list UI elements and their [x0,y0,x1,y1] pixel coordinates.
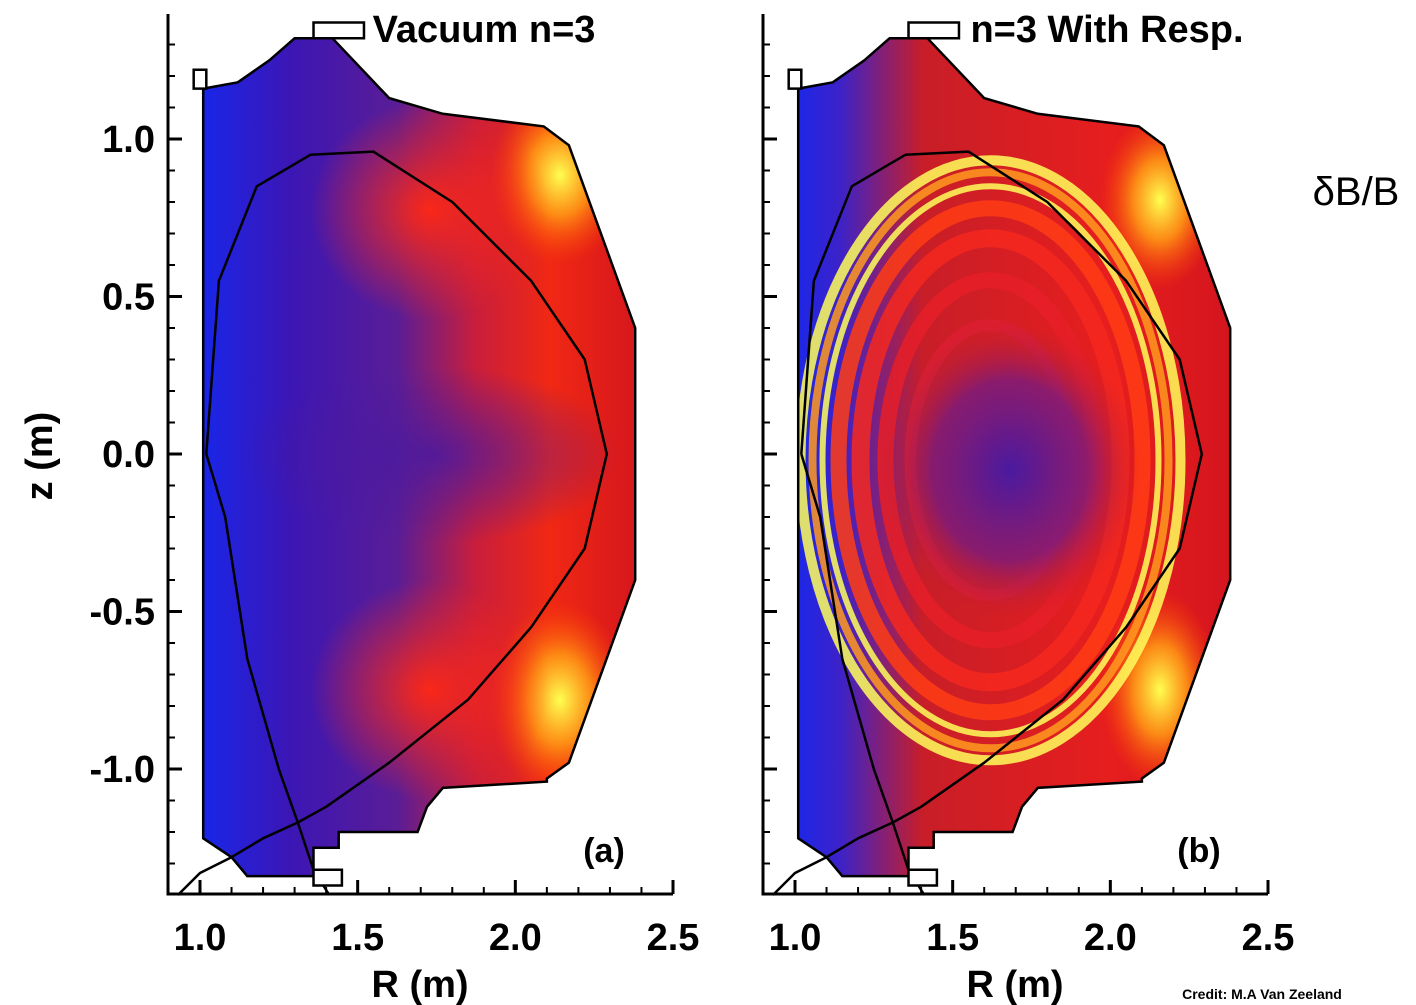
x-tick-label: 1.0 [769,917,822,959]
colorbar-label: δB/B [1313,170,1400,214]
response-ring [819,183,1162,738]
x-axis-label-a: R (m) [371,964,468,1005]
axis-lines [761,14,1268,896]
top-port [312,21,366,40]
y-tick-label: 1.0 [102,119,155,161]
credit-text: Credit: M.A Van Zeeland [1182,986,1342,1002]
axes-a: 1.0 1.5 2.0 2.5 1.0 0.5 0.0 -0.5 -1.0 [90,14,700,959]
y-tick-label: -0.5 [90,592,155,634]
heatmap-a [203,38,636,877]
x-tick-label: 1.5 [331,917,384,959]
x-tick-label: 1.0 [174,917,227,959]
separatrix-a [177,150,609,896]
response-ring [830,200,1151,721]
response-ring [798,155,1186,766]
y-tick-label: 0.5 [102,277,155,319]
x-tick-label: 2.0 [1084,917,1137,959]
left-port [787,68,803,90]
separatrix-b [772,150,1204,896]
panel-a: 1.0 1.5 2.0 2.5 1.0 0.5 0.0 -0.5 -1.0 [90,14,700,959]
axes-b: 1.0 1.5 2.0 2.5 [761,14,1295,959]
heatmap-b [798,38,1231,877]
panel-label-a: (a) [583,832,625,870]
bottom-port [312,868,344,887]
panel-label-b: (b) [1177,832,1220,870]
x-tick-label: 2.5 [1242,917,1295,959]
panel-b: 1.0 1.5 2.0 2.5 [761,14,1295,959]
title-a: Vacuum n=3 [373,9,596,51]
left-port [192,68,208,90]
axis-lines [166,14,673,896]
x-tick-label: 2.0 [489,917,542,959]
x-tick-label: 2.5 [647,917,700,959]
x-tick-label: 1.5 [926,917,979,959]
top-port [907,21,961,40]
y-tick-label: 0.0 [102,434,155,476]
title-b: n=3 With Resp. [970,9,1243,51]
x-axis-label-b: R (m) [966,964,1063,1005]
bottom-port [907,868,939,887]
response-ring [808,168,1173,753]
y-axis-label: z (m) [19,412,61,501]
y-tick-label: -1.0 [90,749,155,791]
